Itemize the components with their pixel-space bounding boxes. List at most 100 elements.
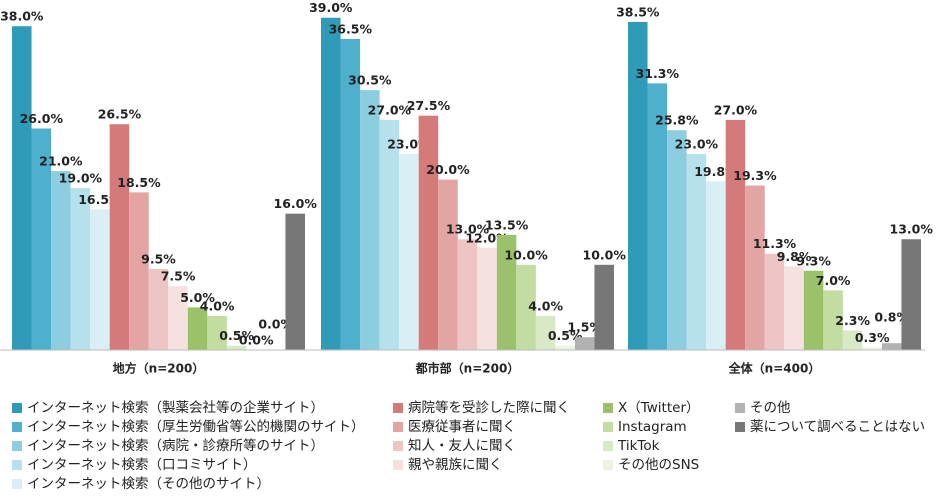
- legend-label: インターネット検索（その他のサイト）: [27, 476, 270, 492]
- legend-swatch: [12, 460, 22, 470]
- value-label: 11.3%: [753, 236, 797, 251]
- legend-swatch: [12, 422, 22, 432]
- legend-swatch: [393, 403, 403, 413]
- legend-swatch: [735, 403, 745, 413]
- bar: [340, 39, 361, 351]
- bar: [438, 179, 458, 350]
- legend-label: TikTok: [617, 438, 660, 454]
- bar: [360, 90, 380, 350]
- legend-swatch: [12, 479, 22, 489]
- value-label: 0.8%: [874, 310, 909, 325]
- legend-swatch: [603, 403, 613, 413]
- bar: [823, 290, 843, 350]
- legend-swatch: [393, 422, 403, 432]
- bar: [535, 315, 556, 350]
- value-label: 4.0%: [200, 298, 235, 313]
- value-label: 0.3%: [855, 330, 890, 345]
- bar: [226, 345, 247, 350]
- bar: [745, 185, 765, 350]
- legend-label: 病院等を受診した際に聞く: [408, 399, 570, 416]
- value-label: 1.5%: [567, 320, 602, 335]
- bar: [109, 124, 130, 350]
- value-label: 16.0%: [274, 196, 318, 211]
- value-label: 25.8%: [655, 113, 699, 128]
- legend-label: インターネット検索（口コミサイト）: [27, 457, 257, 473]
- category-label: 都市部（n=200）: [415, 361, 520, 376]
- bar: [725, 119, 746, 351]
- legend-label: インターネット検索（製薬会社等の企業サイト）: [27, 399, 324, 416]
- bar: [496, 234, 517, 350]
- value-label: 18.5%: [117, 175, 161, 190]
- value-label: 13.0%: [890, 222, 934, 237]
- value-label: 0.0%: [258, 317, 293, 332]
- bar: [168, 286, 188, 350]
- category-label: 全体（n=400）: [728, 361, 821, 376]
- bar: [647, 83, 668, 350]
- bar: [667, 130, 687, 350]
- legend-swatch: [735, 422, 745, 432]
- bar: [594, 264, 614, 350]
- legend-swatch: [12, 403, 22, 413]
- value-label: 38.0%: [0, 9, 44, 24]
- bar: [764, 253, 785, 350]
- value-label: 9.8%: [777, 249, 812, 264]
- bar: [51, 171, 71, 350]
- value-label: 10.0%: [504, 247, 548, 262]
- value-label: 9.5%: [141, 252, 176, 267]
- value-label: 13.0%: [446, 222, 490, 237]
- bar: [803, 270, 824, 350]
- legend-swatch: [12, 441, 22, 451]
- value-label: 2.3%: [835, 313, 870, 328]
- legend-label: インターネット検索（厚生労働省等公的機関のサイト）: [27, 418, 365, 435]
- legend-swatch: [393, 441, 403, 451]
- bar: [842, 330, 863, 350]
- bar: [90, 209, 110, 350]
- legend-label: 薬について調べることはない: [750, 419, 925, 435]
- bar: [628, 21, 648, 350]
- bar: [516, 264, 536, 350]
- bar: [187, 307, 208, 350]
- value-label: 5.0%: [180, 290, 215, 305]
- bar: [784, 266, 804, 350]
- value-label: 4.0%: [528, 298, 563, 313]
- value-label: 0.5%: [219, 328, 254, 343]
- value-label: 36.5%: [329, 22, 373, 37]
- bar: [321, 17, 341, 350]
- bar: [555, 345, 575, 350]
- value-label: 10.0%: [583, 247, 627, 262]
- bar: [31, 128, 52, 350]
- category-label: 地方（n=200）: [113, 361, 205, 376]
- bar: [399, 154, 419, 350]
- value-label: 21.0%: [39, 154, 83, 169]
- legend-label: Instagram: [618, 419, 687, 435]
- legend-label: 医療従事者に聞く: [408, 418, 516, 435]
- value-label: 20.0%: [426, 162, 470, 177]
- legend-label: その他: [750, 400, 791, 416]
- value-label: 9.3%: [796, 253, 831, 268]
- bar: [862, 347, 882, 350]
- legend-swatch: [603, 422, 613, 432]
- value-label: 26.0%: [20, 111, 64, 126]
- value-label: 23.0%: [675, 137, 719, 152]
- legend-swatch: [603, 441, 613, 451]
- bar: [12, 26, 32, 351]
- bar: [686, 154, 707, 350]
- value-label: 30.5%: [348, 73, 392, 88]
- bar: [574, 337, 595, 350]
- bar: [418, 115, 439, 350]
- legend-label: インターネット検索（病院・診療所等のサイト）: [27, 437, 324, 454]
- bar: [457, 239, 478, 350]
- bar: [148, 269, 169, 350]
- value-label: 7.0%: [816, 273, 851, 288]
- bar: [901, 239, 921, 350]
- bar: [285, 213, 305, 350]
- value-label: 27.5%: [407, 98, 451, 113]
- value-label: 38.5%: [616, 4, 660, 19]
- value-label: 19.0%: [59, 171, 103, 186]
- value-label: 13.5%: [485, 217, 529, 232]
- value-label: 0.0%: [239, 333, 274, 348]
- bar: [207, 315, 227, 350]
- bar: [70, 188, 91, 350]
- value-label: 7.5%: [161, 269, 196, 284]
